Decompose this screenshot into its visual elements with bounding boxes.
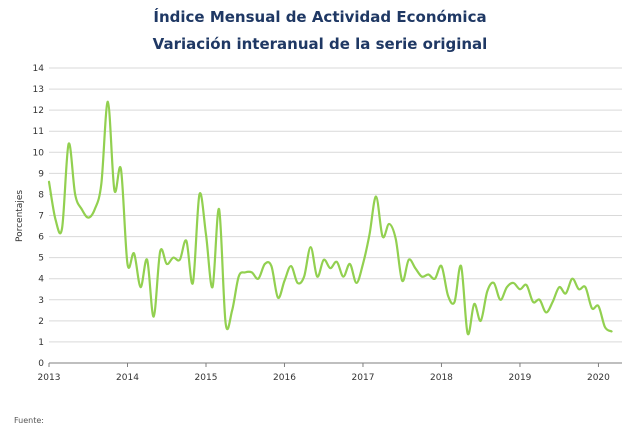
y-tick-label: 7 bbox=[38, 212, 44, 222]
x-tick-label: 2015 bbox=[195, 373, 218, 383]
x-tick-label: 2013 bbox=[38, 373, 61, 383]
y-tick-label: 11 bbox=[33, 127, 44, 137]
series-line bbox=[47, 100, 613, 336]
y-tick-label: 5 bbox=[38, 254, 44, 264]
y-tick-label: 6 bbox=[38, 233, 44, 243]
x-tick-label: 2020 bbox=[587, 373, 610, 383]
y-tick-label: 8 bbox=[38, 190, 44, 200]
chart-title: Índice Mensual de Actividad Económica bbox=[153, 8, 487, 26]
gridlines bbox=[49, 67, 622, 364]
y-tick-label: 4 bbox=[38, 275, 44, 285]
y-tick-label: 14 bbox=[33, 64, 45, 74]
y-tick-label: 1 bbox=[38, 338, 44, 348]
y-tick-label: 13 bbox=[33, 85, 44, 95]
x-tick-label: 2018 bbox=[430, 373, 453, 383]
y-tick-label: 10 bbox=[33, 148, 45, 158]
y-axis-label: Porcentajes bbox=[15, 190, 25, 242]
x-tick-label: 2019 bbox=[509, 373, 532, 383]
x-tick-label: 2017 bbox=[352, 373, 375, 383]
y-tick-label: 9 bbox=[38, 169, 44, 179]
chart-subtitle: Variación interanual de la serie origina… bbox=[152, 35, 488, 53]
x-tick-label: 2016 bbox=[273, 373, 296, 383]
x-axis-ticks: 2013 2014 2015 2016 2017 2018 2019 2020 bbox=[38, 363, 610, 383]
source-note: Fuente: bbox=[14, 416, 44, 425]
y-tick-label: 2 bbox=[38, 317, 44, 327]
y-tick-label: 3 bbox=[38, 296, 44, 306]
y-tick-label: 12 bbox=[33, 106, 44, 116]
x-tick-label: 2014 bbox=[116, 373, 139, 383]
y-tick-label: 0 bbox=[38, 359, 44, 369]
